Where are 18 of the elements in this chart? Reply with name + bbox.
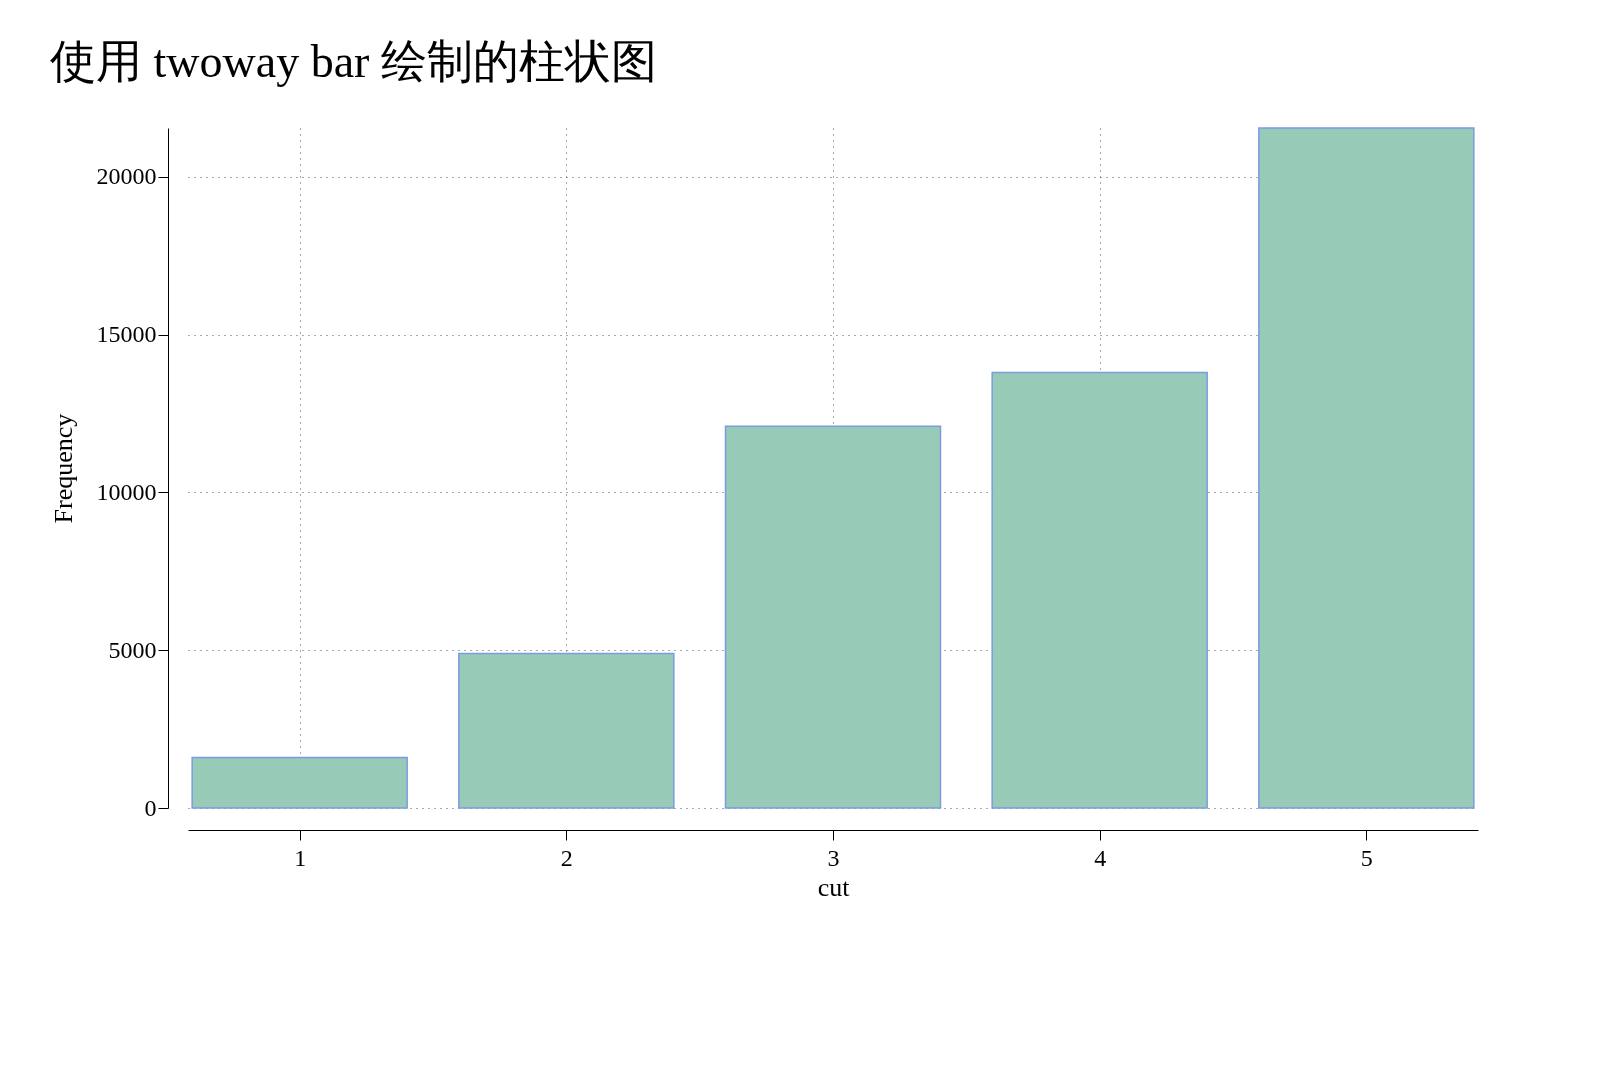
x-axis-title: cut [817, 872, 851, 902]
bar [991, 371, 1208, 809]
y-tick-label: 10000 [96, 478, 157, 505]
x-tick-label: 5 [1360, 844, 1373, 871]
y-tick-label: 20000 [96, 163, 157, 190]
x-tick-label: 1 [294, 844, 307, 871]
y-tick-label: 0 [144, 794, 157, 821]
bar [191, 756, 408, 809]
x-tick-label: 4 [1094, 844, 1107, 871]
bar [724, 425, 942, 809]
bar [1258, 127, 1475, 809]
x-tick-label: 3 [827, 844, 840, 871]
y-tick-label: 15000 [96, 321, 157, 348]
chart-title: 使用 twoway bar 绘制的柱状图 [50, 36, 657, 88]
bar [458, 652, 675, 809]
y-tick-label: 5000 [108, 636, 157, 663]
y-axis-title: Frequency [48, 413, 78, 524]
x-tick-label: 2 [560, 844, 573, 871]
